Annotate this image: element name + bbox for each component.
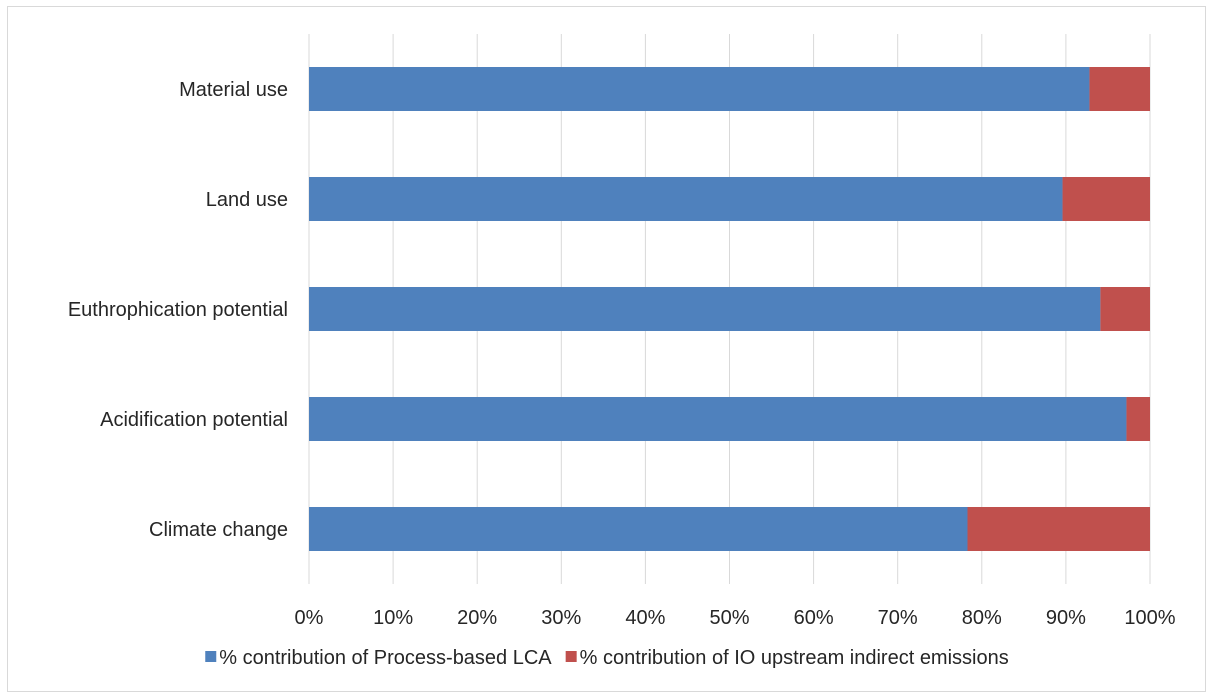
- category-label: Material use: [179, 79, 288, 101]
- bar-process-lca: [309, 287, 1101, 331]
- x-tick-label: 0%: [295, 607, 324, 629]
- chart-frame: [7, 6, 1206, 692]
- bar-io-upstream: [1089, 67, 1150, 111]
- bars: [309, 67, 1150, 551]
- bar-process-lca: [309, 507, 968, 551]
- legend-label: % contribution of Process-based LCA: [219, 647, 552, 669]
- category-label: Land use: [206, 189, 288, 211]
- x-tick-label: 40%: [625, 607, 665, 629]
- legend-swatch: [565, 651, 577, 662]
- bar-process-lca: [309, 67, 1090, 111]
- x-tick-labels: 0% 10% 20% 30% 40% 50% 60% 70% 80% 90% 100%: [295, 607, 1176, 629]
- bar-io-upstream: [967, 507, 1150, 551]
- x-tick-label: 30%: [541, 607, 581, 629]
- category-label: Acidification potential: [100, 409, 288, 431]
- x-tick-label: 80%: [962, 607, 1002, 629]
- bar-process-lca: [309, 397, 1127, 441]
- category-label: Euthrophication potential: [68, 299, 288, 321]
- bar-io-upstream: [1062, 177, 1150, 221]
- category-label: Climate change: [149, 519, 288, 541]
- bar-io-upstream: [1100, 287, 1150, 331]
- legend: % contribution of Process-based LCA % con…: [205, 647, 1009, 669]
- x-tick-label: 70%: [878, 607, 918, 629]
- legend-swatch: [205, 651, 217, 662]
- category-labels: Climate change Acidification potential Eut…: [68, 79, 288, 541]
- bar-process-lca: [309, 177, 1063, 221]
- x-tick-label: 50%: [709, 607, 749, 629]
- x-tick-label: 10%: [373, 607, 413, 629]
- x-tick-label: 20%: [457, 607, 497, 629]
- legend-label: % contribution of IO upstream indirect e…: [580, 647, 1009, 669]
- bar-io-upstream: [1126, 397, 1150, 441]
- x-tick-label: 90%: [1046, 607, 1086, 629]
- x-tick-label: 100%: [1124, 607, 1175, 629]
- x-tick-label: 60%: [794, 607, 834, 629]
